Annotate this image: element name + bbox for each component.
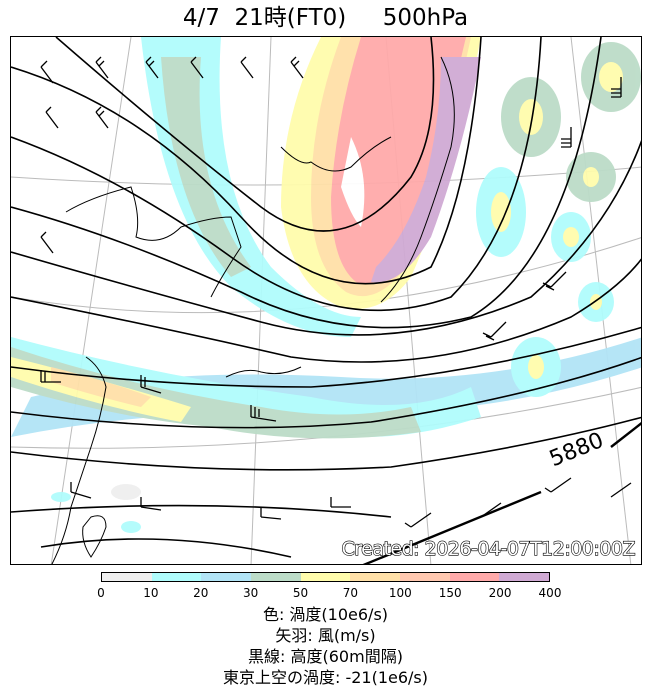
colorbar-segment xyxy=(201,573,252,581)
tick-label: 10 xyxy=(143,586,159,600)
tick-label: 100 xyxy=(388,586,412,600)
colorbar-segment xyxy=(102,573,152,581)
legend-barbs: 矢羽: 風(m/s) xyxy=(275,626,376,645)
tick-label: 50 xyxy=(292,586,309,600)
legend-contours: 黒線: 高度(60m間隔) xyxy=(248,647,403,666)
colorbar-segment xyxy=(251,573,301,581)
chart-title: 4/7 21時(FT0) 500hPa xyxy=(182,5,469,31)
tick-label: 150 xyxy=(438,586,462,600)
colorbar-segment xyxy=(449,573,500,581)
tick-label: 400 xyxy=(538,586,562,600)
map-canvas xyxy=(11,37,641,564)
colorbar-segment xyxy=(300,573,351,581)
legend: 色: 渦度(10e6/s) 矢羽: 風(m/s) 黒線: 高度(60m間隔) 東… xyxy=(0,604,651,688)
created-timestamp: Created: 2026-04-07T12:00:00Z xyxy=(341,537,636,560)
tick-label: 70 xyxy=(342,586,359,600)
tick-label: 200 xyxy=(488,586,512,600)
weather-map: 5880 Created: 2026-04-07T12:00:00Z xyxy=(10,36,642,565)
colorbar-segment xyxy=(151,573,202,581)
colorbar-ticks: 0 10 20 30 50 70 100 150 200 400 xyxy=(97,586,561,602)
colorbar-segment xyxy=(499,573,550,581)
colorbar-segment xyxy=(400,573,450,581)
wind-barbs xyxy=(40,56,632,528)
legend-color: 色: 渦度(10e6/s) xyxy=(262,605,389,624)
tick-label: 20 xyxy=(193,586,209,600)
colorbar xyxy=(101,572,550,582)
tick-label: 0 xyxy=(97,586,105,600)
tick-label: 30 xyxy=(243,586,259,600)
colorbar-segment xyxy=(350,573,401,581)
vorticity-shading xyxy=(11,37,641,533)
legend-tokyo-vorticity: 東京上空の渦度: -21(1e6/s) xyxy=(222,668,429,687)
coastlines xyxy=(51,56,455,564)
height-contours xyxy=(11,37,641,564)
